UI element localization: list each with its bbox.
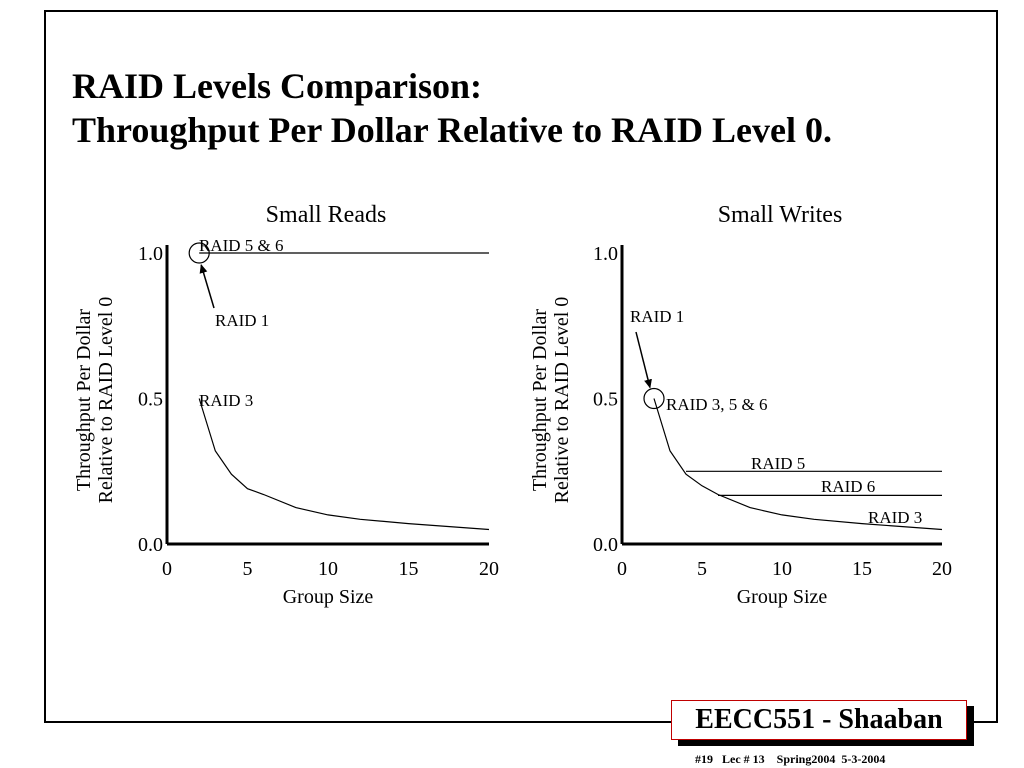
series-label: RAID 3 (199, 391, 253, 410)
raid-1-marker (188, 242, 210, 264)
chart-small-reads: Small Reads 0 5 10 15 20 0.0 0.5 1.0 Group Size Th… (73, 202, 499, 608)
footer-label: EECC551 - Shaaban (671, 700, 967, 740)
chart-small-writes: Small Writes 0 5 10 15 20 0.0 0.5 1.0 Group Size T… (529, 202, 952, 608)
y-tick-label: 1.0 (593, 243, 618, 265)
y-axis-label: Relative to RAID Level 0 (551, 297, 573, 504)
raid-1-arrow (635, 331, 652, 389)
y-tick-label: 0.5 (138, 389, 163, 411)
x-tick-label: 0 (162, 558, 172, 580)
footer-info: #19 Lec # 13 Spring2004 5-3-2004 (695, 752, 886, 766)
y-axis-label: Throughput Per Dollar (73, 309, 95, 492)
series-label: RAID 5 & 6 (199, 236, 284, 255)
y-tick-label: 0.5 (593, 389, 618, 411)
x-tick-label: 20 (932, 558, 952, 580)
x-tick-label: 20 (479, 558, 499, 580)
series-label: RAID 5 (751, 454, 805, 473)
chart-title: Small Reads (266, 202, 387, 228)
raid-1-arrow (199, 264, 215, 309)
annotation-label: RAID 1 (215, 311, 269, 330)
annotation-label: RAID 3, 5 & 6 (666, 395, 768, 414)
x-tick-label: 10 (318, 558, 338, 580)
series-line-raid-3 (198, 398, 490, 531)
slide-frame (44, 10, 998, 723)
x-tick-label: 10 (772, 558, 792, 580)
x-tick-label: 0 (617, 558, 627, 580)
series-label: RAID 6 (821, 477, 875, 496)
y-axis-label: Throughput Per Dollar (529, 309, 551, 492)
y-axis-label: Relative to RAID Level 0 (95, 297, 117, 504)
x-tick-label: 15 (852, 558, 872, 580)
x-tick-label: 5 (243, 558, 253, 580)
chart-title: Small Writes (718, 202, 843, 228)
y-tick-label: 1.0 (138, 243, 163, 265)
slide-title: RAID Levels Comparison: Throughput Per D… (72, 64, 832, 152)
title-line-1: RAID Levels Comparison: (72, 66, 482, 106)
x-axis-label: Group Size (737, 586, 828, 608)
y-tick-label: 0.0 (593, 534, 618, 556)
y-tick-label: 0.0 (138, 534, 163, 556)
annotation-label: RAID 1 (630, 307, 684, 326)
series-line-raid-3 (653, 398, 943, 531)
title-line-2: Throughput Per Dollar Relative to RAID L… (72, 110, 832, 150)
x-axis-label: Group Size (283, 586, 374, 608)
raid-1-marker (643, 387, 665, 410)
x-tick-label: 5 (697, 558, 707, 580)
x-tick-label: 15 (399, 558, 419, 580)
series-label: RAID 3 (868, 508, 922, 527)
